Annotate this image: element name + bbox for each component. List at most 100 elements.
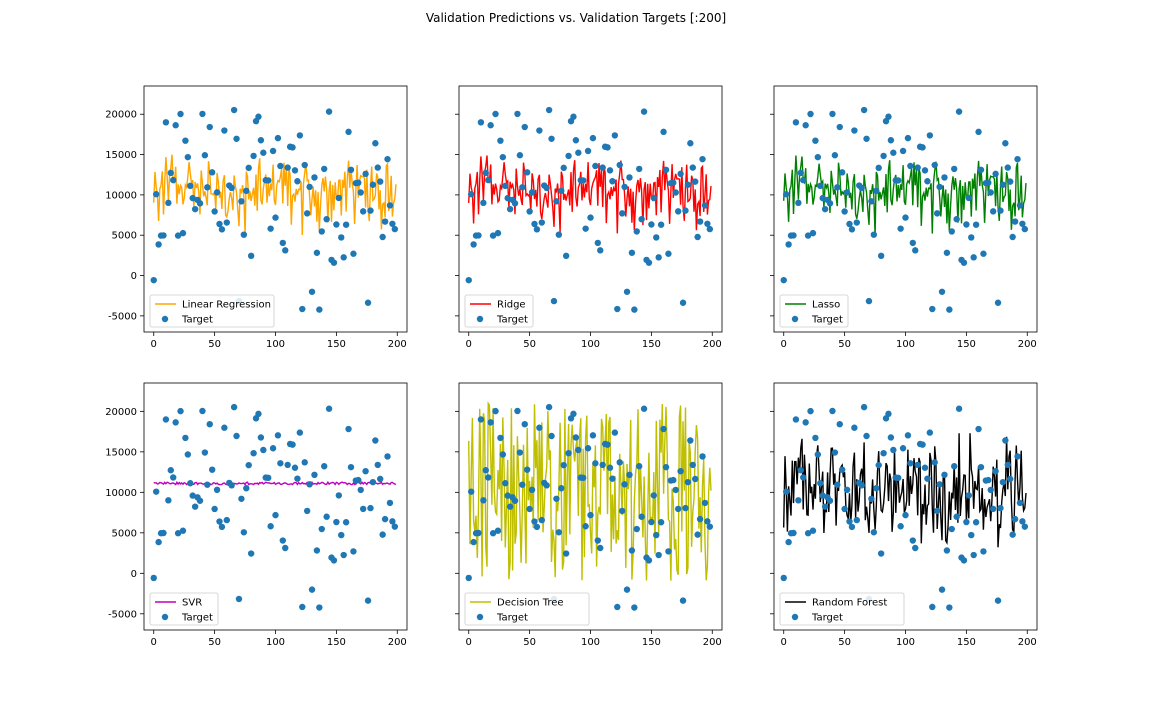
target-point — [696, 515, 704, 523]
target-point — [589, 134, 597, 142]
target-point — [1014, 155, 1021, 163]
subplot-tree: 0 50 100 150 200 Decision Tree Target — [455, 382, 723, 648]
target-point — [499, 153, 507, 161]
target-point — [492, 407, 499, 415]
target-point — [374, 461, 381, 469]
target-point — [384, 155, 391, 163]
target-point — [980, 548, 987, 555]
target-point — [243, 187, 250, 195]
target-point — [924, 475, 931, 482]
target-point — [350, 250, 357, 257]
target-point — [975, 425, 982, 433]
target-point — [364, 299, 372, 306]
target-point — [951, 463, 958, 470]
target-point — [684, 181, 692, 188]
subplot-linear: 0 50 100 150 200 -5000 0 5000 10000 15000 20000 Lin… — [105, 85, 408, 350]
target-point — [992, 467, 999, 475]
target-point — [804, 530, 812, 537]
x-tick-label: 0 — [466, 339, 472, 350]
target-point — [182, 434, 189, 442]
target-point — [247, 252, 255, 260]
target-point — [216, 220, 223, 228]
target-point — [516, 152, 524, 159]
target-point — [221, 424, 228, 431]
target-point — [989, 505, 997, 513]
target-point — [303, 507, 311, 515]
target-point — [877, 550, 885, 557]
target-point — [308, 288, 316, 295]
target-point — [875, 461, 882, 469]
target-point — [599, 461, 606, 469]
target-point — [160, 232, 167, 239]
target-point — [885, 410, 892, 418]
target-point — [379, 531, 386, 538]
target-point — [531, 220, 538, 228]
target-point — [631, 604, 638, 611]
target-point — [931, 459, 938, 466]
target-point — [362, 467, 369, 475]
target-point — [904, 432, 912, 439]
target-point — [523, 169, 531, 176]
target-point — [199, 407, 206, 415]
target-point — [174, 232, 182, 239]
target-point — [865, 297, 873, 305]
target-point — [699, 453, 706, 460]
target-point — [696, 218, 704, 225]
target-point — [694, 233, 701, 241]
target-point — [965, 194, 973, 202]
target-point — [369, 478, 377, 486]
target-point — [589, 432, 597, 439]
target-point — [660, 425, 667, 433]
x-tick-label: 200 — [388, 339, 407, 350]
target-point — [340, 254, 347, 261]
target-point — [826, 200, 834, 207]
target-point — [377, 178, 384, 185]
target-point — [965, 492, 973, 499]
target-point — [494, 229, 502, 237]
target-point — [802, 419, 809, 426]
target-point — [208, 466, 216, 473]
target-point — [968, 234, 975, 241]
legend-label-target: Target — [496, 613, 528, 624]
target-point — [521, 420, 528, 428]
target-point — [355, 179, 362, 186]
target-point — [152, 488, 160, 495]
target-point — [851, 127, 858, 134]
target-point — [579, 177, 587, 184]
target-point — [213, 189, 221, 196]
target-point — [221, 127, 228, 134]
target-point — [674, 505, 682, 513]
y-tick-label: 15000 — [105, 447, 137, 458]
target-point — [264, 177, 272, 184]
target-point — [951, 165, 958, 173]
target-point — [538, 516, 545, 524]
target-point — [216, 518, 223, 525]
target-point — [706, 523, 714, 530]
target-point — [597, 544, 604, 552]
target-point — [230, 403, 238, 411]
target-point — [606, 464, 614, 471]
target-point — [890, 446, 897, 454]
target-point — [792, 119, 800, 126]
target-point — [933, 507, 941, 515]
target-point — [475, 232, 482, 239]
target-point — [817, 182, 824, 190]
target-point — [257, 137, 265, 144]
legend-box — [149, 294, 275, 328]
target-point — [274, 432, 282, 439]
legend-marker-swatch — [161, 315, 169, 323]
target-point — [162, 119, 170, 126]
target-point — [599, 164, 606, 171]
target-point — [584, 147, 592, 155]
target-point — [553, 198, 560, 205]
target-point — [689, 164, 696, 171]
target-point — [543, 184, 550, 192]
x-tick-label: 150 — [327, 637, 346, 648]
legend-marker-swatch — [161, 613, 169, 621]
target-point — [628, 547, 636, 554]
target-point — [543, 482, 550, 489]
target-point — [211, 208, 218, 215]
target-point — [282, 544, 289, 552]
target-point — [814, 153, 822, 161]
target-point — [682, 504, 689, 512]
